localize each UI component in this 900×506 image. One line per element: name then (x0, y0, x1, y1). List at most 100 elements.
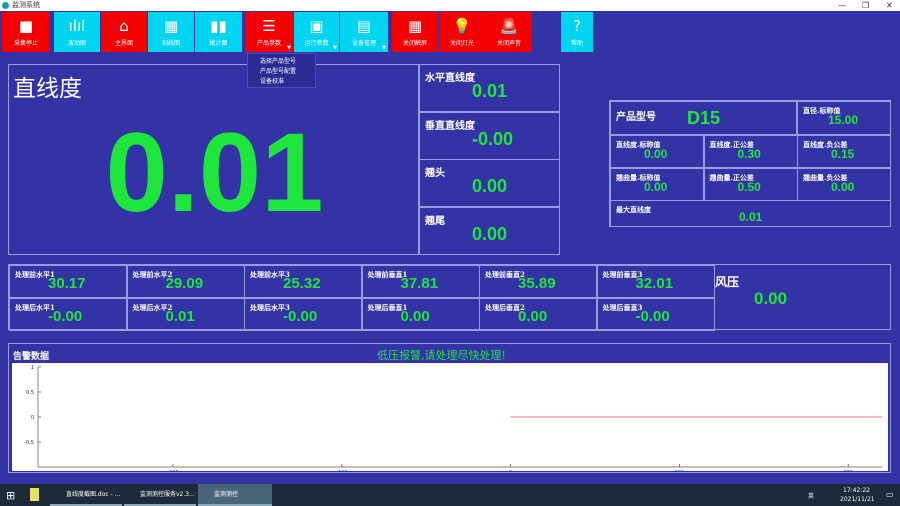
maximize-button[interactable]: ❐ (862, 1, 870, 10)
before-process-cell: 处理前水平2 29.09 (126, 265, 245, 298)
toolbar-button-6[interactable]: ▣ 运行参数 ▼ (294, 12, 339, 52)
taskbar: ⊞ 直线度截图.doc - ... 监测测控服务v2.3... 监测测控 英 1… (0, 484, 900, 506)
process-value: 0.00 (400, 307, 430, 325)
product-param-cell: 直线度.负公差 0.15 (797, 135, 891, 168)
process-label: 处理前水平1 (15, 270, 55, 279)
y-tick-label: 0.5 (26, 390, 34, 396)
process-value: 35.89 (518, 275, 556, 292)
app-logo-icon (2, 2, 9, 9)
process-value: -0.00 (283, 307, 318, 325)
process-label: 处理后水平2 (132, 302, 173, 312)
param-value: 0.00 (831, 179, 855, 194)
side-value: 0.00 (472, 176, 508, 196)
chevron-down-icon: ▼ (333, 45, 337, 51)
process-value: 29.09 (165, 275, 204, 292)
after-process-cell: 处理后垂直1 0.00 (361, 297, 480, 331)
clock-date[interactable]: 2021/11/21 (840, 496, 875, 503)
after-process-cell: 处理后垂直2 0.00 (479, 297, 597, 331)
product-model-cell: 产品型号 D15 (610, 101, 797, 135)
process-label: 处理前垂直3 (602, 270, 643, 279)
param-value: 0.30 (737, 147, 761, 161)
pressure-label: 风压 (715, 275, 740, 289)
bar-chart-icon: ▮▮ (210, 17, 227, 35)
taskbar-item-doc[interactable]: 直线度截图.doc - ... (50, 484, 122, 506)
stop-icon: ■ (18, 17, 34, 35)
before-process-cell: 处理前垂直2 35.89 (479, 265, 597, 298)
toolbar-button-7[interactable]: ▤ 设备管理 ▼ (340, 12, 388, 52)
after-process-cell: 处理后水平3 -0.00 (244, 297, 362, 331)
before-process-cell: 处理前垂直1 37.81 (361, 265, 480, 298)
toolbar-button-2[interactable]: ⌂ 主界面 (101, 12, 147, 52)
product-param-cell: 翘曲量.标称值 0.00 (610, 167, 704, 201)
y-tick-label: -0.5 (24, 440, 34, 446)
grid-icon: ▦ (163, 17, 179, 35)
notification-icon[interactable]: ▭ (886, 490, 894, 499)
product-params-menu: 选择产品型号 产品型号配置 设备校准 (247, 53, 316, 88)
toolbar-button-0[interactable]: ■ 采集停止 (2, 12, 50, 52)
param-label: 直线度.负公差 (803, 140, 848, 149)
menu-item-calibration[interactable]: 设备校准 (260, 78, 285, 85)
max-straightness-cell: 最大直线度 0.01 (610, 200, 891, 227)
model-value: D15 (687, 108, 721, 128)
toolbar-button-10[interactable]: 🚨 关闭声音 (486, 12, 532, 52)
toolbar-button-8[interactable]: ▦ 关闭触屏 (392, 12, 438, 52)
toolbar-button-9[interactable]: 💡 关闭灯光 (439, 12, 485, 52)
clock-time[interactable]: 17:42:22 (843, 487, 870, 494)
max-label: 最大直线度 (616, 205, 651, 214)
file-app-icon[interactable] (30, 488, 39, 501)
toolbar-label: 关闭灯光 (449, 40, 474, 47)
toolbar-label: 关闭触屏 (402, 40, 427, 47)
side-metric-cell: 翘尾 0.00 (419, 206, 560, 255)
taskbar-item-app[interactable]: 监测测控 (198, 484, 272, 506)
alarm-title: 告警数据 (13, 352, 50, 362)
side-label: 翘头 (425, 168, 445, 179)
close-button[interactable]: ✕ (886, 1, 893, 10)
side-value: 0.01 (472, 81, 508, 101)
product-param-cell: 翘曲量.正公差 0.50 (703, 167, 798, 201)
help-icon: ? (573, 17, 581, 35)
waveform-icon: ılıl (68, 17, 86, 35)
menu-item-select-model[interactable]: 选择产品型号 (260, 58, 297, 65)
panel-icon: ▣ (309, 17, 324, 35)
toolbar-label: 主界面 (114, 40, 133, 47)
ime-indicator[interactable]: 英 (808, 493, 815, 500)
process-label: 处理后垂直1 (367, 302, 408, 312)
main-value: 0.01 (105, 110, 324, 235)
taskbar-item-service[interactable]: 监测测控服务v2.3... (124, 484, 196, 506)
param-value: 0.15 (831, 147, 855, 161)
process-label: 处理后垂直2 (485, 302, 525, 312)
toolbar-button-3[interactable]: ▦ 刻线图 (148, 12, 194, 52)
toolbar-button-4[interactable]: ▮▮ 统计图 (195, 12, 242, 52)
side-metric-cell: 垂直直线度 -0.00 (419, 111, 560, 160)
process-panel: 处理前水平1 30.17 处理前水平2 29.09 处理前水平3 25.32 处理前垂直1 3… (8, 264, 891, 331)
toolbar-button-11[interactable]: ? 帮助 (561, 12, 593, 52)
toolbar-button-5[interactable]: ☰ 产品参数 ▼ (245, 12, 293, 52)
after-process-cell: 处理后垂直3 -0.00 (596, 297, 715, 331)
side-metric-cell: 水平直线度 0.01 (419, 64, 560, 112)
toolbar-label: 产品参数 (256, 40, 281, 47)
home-icon: ⌂ (119, 17, 129, 35)
y-tick-label: 0 (31, 415, 34, 421)
start-windows-icon[interactable]: ⊞ (6, 489, 16, 502)
process-value: 0.01 (165, 307, 195, 325)
process-value: 37.81 (400, 275, 439, 292)
param-value: 0.00 (644, 147, 668, 161)
minimize-button[interactable]: — (838, 1, 846, 10)
side-value: -0.00 (472, 128, 514, 149)
param-label: 直线度.正公差 (709, 140, 754, 149)
param-value: 0.50 (737, 179, 761, 194)
toolbar-label: 运行参数 (304, 40, 329, 47)
y-tick-label: 1 (31, 365, 34, 371)
diameter-value: 15.00 (828, 113, 859, 127)
toolbar-label: 设备管理 (351, 40, 376, 47)
side-label: 翘尾 (425, 215, 445, 227)
process-value: 32.01 (635, 275, 674, 292)
before-process-cell: 处理前垂直3 32.01 (596, 265, 715, 298)
toolbar-button-1[interactable]: ılıl 波动图 (54, 12, 100, 52)
menu-item-model-config[interactable]: 产品型号配置 (260, 68, 297, 75)
process-label: 处理前垂直1 (367, 270, 408, 279)
max-value: 0.01 (739, 210, 763, 224)
diameter-cell: 直径.标称值 15.00 (797, 101, 891, 135)
title-bar: 监测系统 — ❐ ✕ (0, 0, 900, 11)
toolbar-label: 统计图 (209, 40, 228, 47)
